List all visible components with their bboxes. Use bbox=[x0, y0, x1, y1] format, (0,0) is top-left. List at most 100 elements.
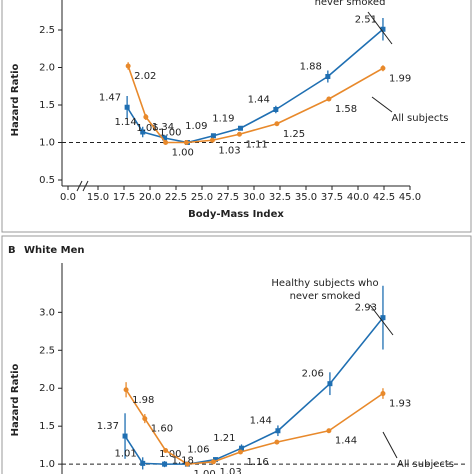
value-label: 1.93 bbox=[389, 399, 411, 410]
value-label: 1.16 bbox=[246, 457, 268, 468]
value-label: 1.03 bbox=[218, 145, 240, 156]
value-label: 1.58 bbox=[335, 104, 357, 115]
point bbox=[142, 416, 148, 422]
value-label: 2.51 bbox=[355, 14, 377, 25]
y-tick-label: 1.0 bbox=[39, 138, 55, 149]
x-tick-label: 40.0 bbox=[347, 192, 369, 203]
value-label: 1.47 bbox=[99, 92, 121, 103]
value-label: 1.06 bbox=[187, 445, 209, 456]
point bbox=[237, 125, 243, 131]
point bbox=[326, 96, 332, 102]
value-label: 1.19 bbox=[212, 113, 234, 124]
point bbox=[274, 439, 280, 445]
value-label: 1.18 bbox=[172, 455, 194, 466]
y-tick-label: 2.5 bbox=[39, 25, 55, 36]
x-axis-label: Body-Mass Index bbox=[188, 209, 284, 220]
value-label: 2.06 bbox=[302, 369, 324, 380]
value-label: 2.02 bbox=[134, 71, 156, 82]
point bbox=[124, 104, 130, 110]
point bbox=[163, 447, 169, 453]
point bbox=[209, 137, 215, 143]
value-label: 1.25 bbox=[283, 129, 305, 140]
y-tick-label: 2.0 bbox=[39, 63, 55, 74]
series-name: Healthy subjects who never smoked bbox=[271, 278, 379, 302]
panel-label: B bbox=[8, 245, 16, 256]
point bbox=[380, 26, 386, 32]
y-axis-label: Hazard Ratio bbox=[10, 363, 21, 436]
x-tick-label: 15.0 bbox=[87, 192, 109, 203]
x-tick-label: 37.5 bbox=[321, 192, 343, 203]
annotation: Healthy subjects who never smoked bbox=[271, 278, 379, 302]
value-label: 1.21 bbox=[213, 433, 235, 444]
y-tick-label: 0.5 bbox=[39, 175, 55, 186]
x-tick-label: 42.5 bbox=[373, 192, 395, 203]
y-tick-label: 2.5 bbox=[39, 345, 55, 356]
x-tick-label: 27.5 bbox=[217, 192, 239, 203]
annotation: never smoked bbox=[314, 0, 386, 8]
point bbox=[325, 74, 331, 79]
value-label: 1.44 bbox=[335, 436, 357, 447]
annotation-line bbox=[367, 11, 393, 45]
x-tick-label: 35.0 bbox=[295, 192, 317, 203]
point bbox=[380, 391, 386, 397]
y-axis-label: Hazard Ratio bbox=[10, 63, 21, 136]
point bbox=[184, 461, 190, 467]
value-label: 1.99 bbox=[389, 73, 411, 84]
x-tick-label: 45.0 bbox=[399, 192, 421, 203]
y-tick-label: 1.0 bbox=[39, 459, 55, 470]
point bbox=[213, 457, 219, 463]
annotation-line bbox=[382, 431, 398, 459]
value-label: 1.34 bbox=[152, 122, 174, 133]
value-label: 1.88 bbox=[300, 62, 322, 73]
panel-frame bbox=[1, 235, 472, 474]
point bbox=[140, 460, 146, 466]
point bbox=[327, 381, 333, 387]
value-label: 1.06 bbox=[136, 123, 158, 134]
y-tick-label: 1.5 bbox=[39, 421, 55, 432]
panel-frame bbox=[1, 0, 472, 233]
value-label: 1.14 bbox=[114, 117, 136, 128]
x-tick-label: 17.5 bbox=[113, 192, 135, 203]
x-tick-label: 25.0 bbox=[191, 192, 213, 203]
point bbox=[210, 133, 216, 139]
point bbox=[326, 428, 332, 434]
axis-break bbox=[82, 180, 89, 192]
point bbox=[236, 131, 242, 137]
series-name: never smoked bbox=[314, 0, 386, 8]
axis-break bbox=[76, 180, 83, 192]
x-tick-label: 22.5 bbox=[165, 192, 187, 203]
annotation-line bbox=[371, 96, 393, 113]
value-label: 1.00 bbox=[159, 128, 181, 139]
value-label: 1.98 bbox=[132, 395, 154, 406]
value-label: 1.44 bbox=[250, 416, 272, 427]
point bbox=[210, 459, 216, 465]
x-tick-label: 0.0 bbox=[60, 192, 76, 203]
value-label: 1.37 bbox=[97, 421, 119, 432]
chart-title: White Men bbox=[24, 245, 84, 256]
point bbox=[239, 445, 245, 451]
x-tick-label: 32.5 bbox=[269, 192, 291, 203]
point bbox=[162, 135, 168, 141]
value-label: 1.01 bbox=[114, 448, 136, 459]
value-label: 1.00 bbox=[193, 469, 215, 474]
y-tick-label: 1.5 bbox=[39, 100, 55, 111]
x-tick-label: 30.0 bbox=[243, 192, 265, 203]
annotation: All subjects bbox=[396, 459, 455, 470]
series-name: All subjects bbox=[396, 459, 455, 470]
value-label: 1.11 bbox=[245, 139, 267, 150]
value-label: 1.03 bbox=[219, 467, 241, 474]
point bbox=[162, 461, 168, 467]
point bbox=[275, 428, 281, 434]
y-tick-label: 2.0 bbox=[39, 383, 55, 394]
point bbox=[143, 114, 149, 120]
point bbox=[140, 129, 146, 135]
x-tick-label: 20.0 bbox=[139, 192, 161, 203]
series-name: All subjects bbox=[391, 113, 449, 124]
point bbox=[122, 433, 128, 439]
value-label: 1.60 bbox=[151, 424, 173, 435]
annotation: All subjects bbox=[391, 113, 449, 124]
point bbox=[380, 315, 386, 321]
point bbox=[273, 107, 279, 112]
